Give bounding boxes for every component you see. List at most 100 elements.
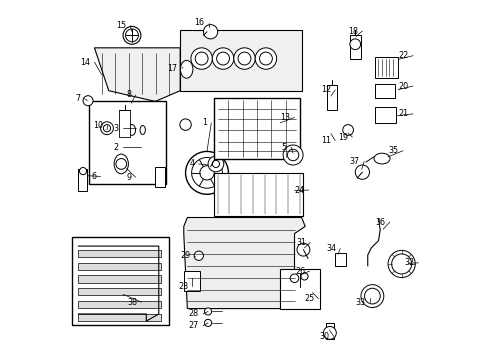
Bar [78, 288, 160, 296]
Circle shape [287, 149, 298, 161]
Circle shape [342, 125, 353, 135]
Circle shape [125, 29, 138, 42]
Circle shape [80, 167, 86, 175]
Text: 33: 33 [354, 298, 365, 307]
Circle shape [83, 96, 93, 106]
Text: 4: 4 [189, 159, 194, 168]
Polygon shape [180, 30, 301, 91]
Bar [78, 314, 160, 321]
Text: 36: 36 [375, 218, 385, 227]
Circle shape [296, 243, 309, 256]
Circle shape [194, 251, 203, 260]
Bar [108, 146, 114, 155]
Text: 35: 35 [388, 146, 398, 155]
Text: 34: 34 [325, 244, 335, 253]
Circle shape [354, 165, 369, 179]
Circle shape [103, 125, 110, 132]
Text: 30: 30 [319, 332, 329, 341]
Circle shape [195, 52, 207, 65]
Circle shape [180, 119, 191, 130]
Bar [374, 57, 397, 78]
Bar [374, 84, 394, 98]
Bar [78, 262, 160, 270]
Bar [326, 85, 337, 111]
Text: 19: 19 [337, 132, 347, 141]
Bar [349, 35, 360, 59]
Text: 18: 18 [347, 27, 357, 36]
Bar [122, 146, 127, 155]
Bar [334, 253, 345, 266]
Text: 32: 32 [403, 258, 413, 267]
Bar [119, 111, 130, 137]
Ellipse shape [140, 126, 145, 134]
Text: 11: 11 [320, 136, 330, 145]
Bar [78, 169, 87, 191]
Circle shape [323, 327, 336, 339]
Bar [121, 126, 144, 136]
Bar [89, 102, 165, 184]
Text: 21: 21 [398, 109, 408, 118]
Circle shape [101, 122, 113, 135]
Circle shape [349, 39, 360, 50]
Bar [78, 249, 160, 257]
Text: 27: 27 [188, 321, 198, 330]
Ellipse shape [114, 154, 128, 174]
Circle shape [387, 250, 414, 278]
Circle shape [212, 48, 233, 69]
Text: 37: 37 [349, 157, 359, 166]
Circle shape [233, 48, 255, 69]
Circle shape [212, 160, 219, 167]
Text: 5: 5 [281, 143, 286, 152]
Circle shape [364, 288, 380, 304]
Text: 1: 1 [202, 118, 206, 127]
Bar [72, 237, 168, 325]
Circle shape [283, 145, 303, 165]
Circle shape [391, 254, 411, 274]
Text: 29: 29 [180, 251, 190, 260]
Circle shape [216, 52, 229, 65]
Text: 28: 28 [188, 310, 198, 319]
Text: 6: 6 [91, 172, 96, 181]
Bar [115, 146, 121, 155]
Bar [183, 271, 200, 291]
Circle shape [203, 24, 217, 39]
Text: 3: 3 [114, 124, 119, 133]
Text: 38: 38 [127, 298, 137, 307]
Ellipse shape [373, 153, 389, 164]
Circle shape [204, 308, 211, 315]
Circle shape [360, 285, 383, 307]
Bar [280, 269, 319, 309]
Bar [374, 107, 395, 123]
Ellipse shape [128, 125, 135, 135]
Bar [107, 144, 140, 157]
Circle shape [200, 166, 214, 180]
Circle shape [190, 48, 212, 69]
Text: 9: 9 [126, 173, 131, 182]
Text: 13: 13 [280, 113, 290, 122]
Polygon shape [94, 48, 180, 102]
Polygon shape [183, 217, 305, 309]
Bar [78, 301, 160, 308]
Text: 15: 15 [116, 21, 125, 30]
Ellipse shape [180, 60, 192, 78]
Text: 23: 23 [178, 282, 188, 291]
Bar [214, 98, 299, 158]
Text: 25: 25 [303, 294, 313, 303]
Circle shape [255, 48, 276, 69]
Text: 16: 16 [194, 18, 204, 27]
Text: 24: 24 [294, 185, 304, 194]
Circle shape [259, 52, 272, 65]
Circle shape [238, 52, 250, 65]
Text: 14: 14 [80, 58, 90, 67]
Circle shape [123, 26, 141, 44]
Text: 12: 12 [320, 85, 330, 94]
Circle shape [185, 152, 228, 194]
Text: 22: 22 [398, 51, 408, 60]
Text: 7: 7 [75, 94, 80, 103]
Text: 17: 17 [167, 64, 177, 73]
Text: 10: 10 [93, 121, 103, 130]
Bar [214, 173, 303, 216]
Bar [128, 146, 134, 155]
Bar [155, 167, 165, 187]
Text: 2: 2 [113, 143, 119, 152]
